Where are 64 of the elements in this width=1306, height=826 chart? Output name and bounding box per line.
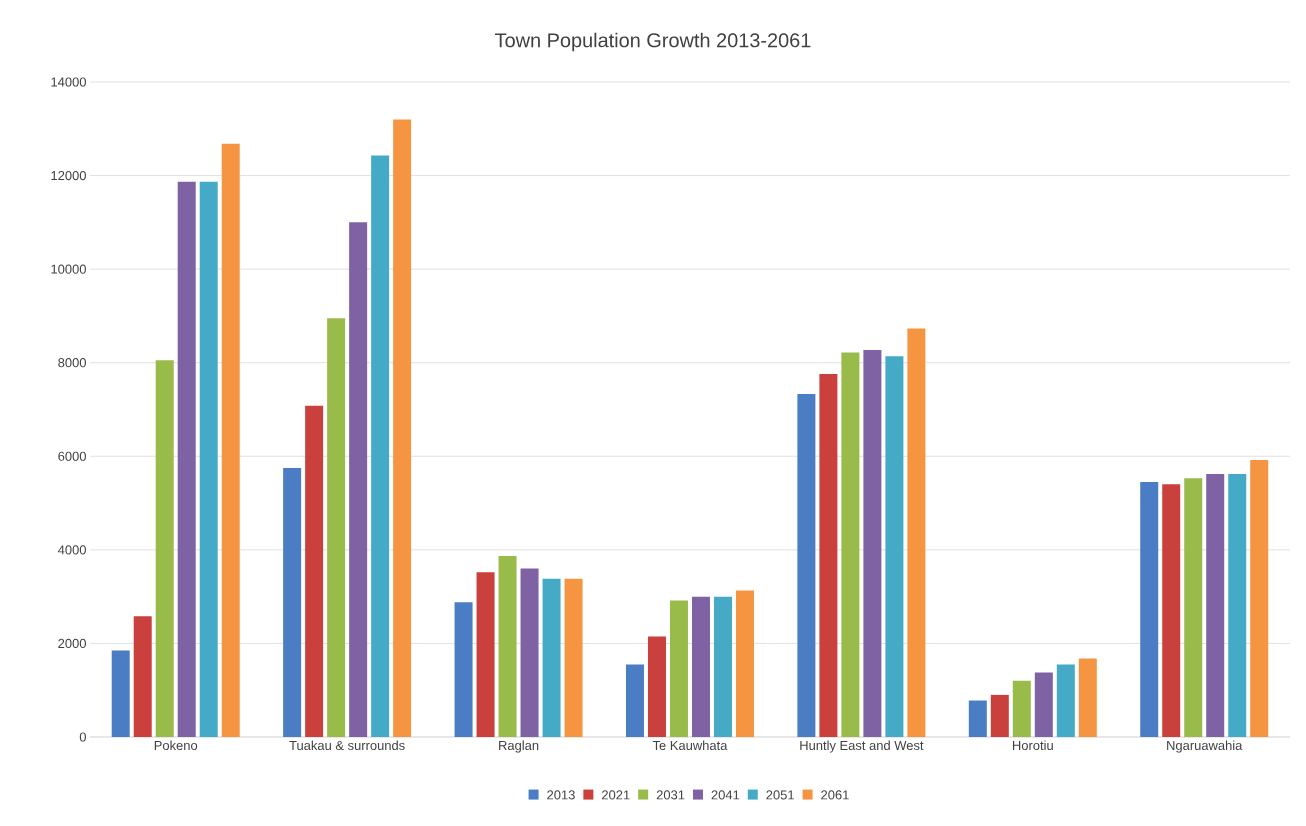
bar: [349, 222, 368, 737]
bar: [735, 590, 754, 737]
bar: [841, 352, 860, 737]
bar: [907, 328, 926, 737]
bar: [819, 373, 838, 737]
bar: [1228, 474, 1247, 737]
legend-label: 2013: [547, 790, 575, 800]
chart-title: Town Population Growth 2013-2061: [495, 32, 811, 52]
legend-label: 2061: [821, 790, 849, 800]
bar: [885, 356, 904, 737]
x-tick-label: Huntly East and West: [800, 740, 924, 753]
bar: [371, 155, 390, 737]
bar: [990, 694, 1009, 737]
bar: [327, 318, 346, 737]
bar: [520, 568, 539, 737]
legend-label: 2051: [766, 790, 794, 800]
bar: [647, 636, 666, 737]
legend-label: 2021: [602, 790, 630, 800]
y-tick-label: 10000: [51, 264, 86, 274]
bar: [542, 578, 561, 737]
y-tick-label: 0: [79, 732, 86, 742]
bar: [476, 572, 495, 737]
bar: [199, 181, 218, 737]
legend-label: 2031: [656, 790, 685, 800]
bar: [221, 143, 240, 737]
bar: [111, 650, 130, 737]
bar: [393, 119, 412, 737]
bar: [691, 596, 710, 737]
bar: [454, 602, 473, 737]
bar: [1140, 482, 1159, 737]
bar: [1012, 680, 1031, 737]
bar: [1078, 658, 1097, 737]
y-tick-label: 2000: [58, 638, 86, 649]
x-tick-label: Tuakau & surrounds: [289, 740, 405, 751]
bar: [625, 664, 644, 737]
y-tick-label: 12000: [51, 170, 86, 181]
legend-label: 2041: [711, 790, 740, 800]
bar: [155, 360, 174, 737]
bar: [283, 467, 302, 737]
bar: [713, 596, 732, 737]
bar: [863, 350, 882, 737]
y-tick-label: 6000: [58, 451, 86, 461]
y-tick-label: 8000: [58, 358, 86, 368]
bar: [305, 405, 324, 737]
x-tick-label: Raglan: [499, 740, 539, 753]
y-tick-label: 14000: [51, 77, 86, 87]
y-tick-label: 4000: [57, 545, 86, 555]
bar: [177, 181, 196, 737]
x-tick-label: Te Kauwhata: [652, 740, 728, 751]
bar: [1034, 672, 1053, 737]
bar: [968, 700, 987, 737]
bar: [1206, 474, 1225, 737]
bar: [1162, 484, 1181, 737]
bar: [1250, 460, 1269, 737]
bar: [797, 394, 816, 737]
x-tick-label: Pokeno: [154, 740, 198, 751]
bar: [133, 616, 152, 737]
bar: [1056, 664, 1075, 737]
bar: [1184, 478, 1203, 737]
x-tick-label: Horotiu: [1013, 740, 1053, 751]
x-tick-label: Ngaruawahia: [1167, 740, 1243, 753]
bar: [669, 600, 688, 737]
bar: [564, 578, 583, 737]
bar: [498, 555, 517, 737]
